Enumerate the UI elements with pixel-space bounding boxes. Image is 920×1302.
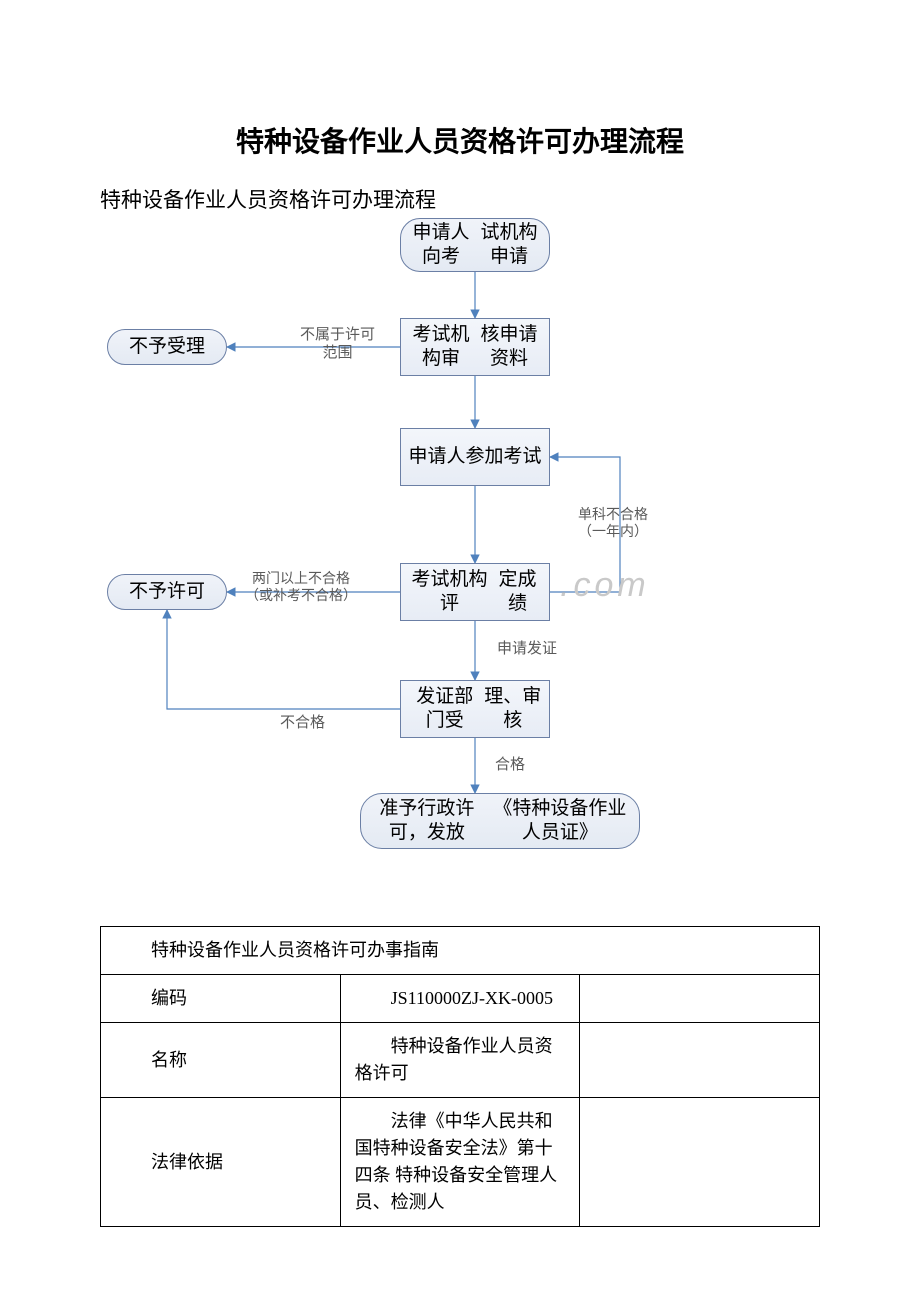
table-row-label: 编码 [101,975,341,1023]
flow-edge-label: 不合格 [280,714,325,732]
page-subtitle: 特种设备作业人员资格许可办理流程 [100,184,820,214]
flow-edge-label: 申请发证 [497,640,557,658]
flow-node-n_score: 考试机构评定成绩 [400,563,550,621]
table-row: 编码JS110000ZJ-XK-0005 [101,975,820,1023]
table-header: 特种设备作业人员资格许可办事指南 [101,927,820,975]
flow-node-n_end: 准予行政许可，发放《特种设备作业人员证》 [360,793,640,849]
flow-edge-label: 两门以上不合格（或补考不合格） [245,572,357,606]
watermark: .com [560,566,650,605]
table-row: 法律依据法律《中华人民共和国特种设备安全法》第十四条 特种设备安全管理人员、检测… [101,1098,820,1227]
flow-edge-label: 合格 [495,756,525,774]
table-row-label: 名称 [101,1023,341,1098]
flowchart: .com 申请人向考试机构申请考试机构审核申请资料 不予受理申请人参加考试考试机构… [100,218,820,918]
flow-node-n_start: 申请人向考试机构申请 [400,218,550,272]
flow-node-n_issue: 发证部门受理、审核 [400,680,550,738]
flow-node-n_review: 考试机构审核申请资料 [400,318,550,376]
flow-edge-label: 不属于许可范围 [300,326,375,362]
flow-node-n_reject2: 不予许可 [107,574,227,610]
table-row-blank [580,975,820,1023]
flow-node-n_reject1: 不予受理 [107,329,227,365]
flow-edge-label: 单科不合格（一年内） [578,508,648,542]
table-row-value: 特种设备作业人员资格许可 [340,1023,580,1098]
table-row-value: JS110000ZJ-XK-0005 [340,975,580,1023]
table-header-row: 特种设备作业人员资格许可办事指南 [101,927,820,975]
page-title: 特种设备作业人员资格许可办理流程 [100,120,820,160]
table-row-blank [580,1023,820,1098]
info-table: 特种设备作业人员资格许可办事指南 编码JS110000ZJ-XK-0005 名称… [100,926,820,1227]
table-row-blank [580,1098,820,1227]
table-row: 名称特种设备作业人员资格许可 [101,1023,820,1098]
table-row-label: 法律依据 [101,1098,341,1227]
flow-node-n_exam: 申请人参加考试 [400,428,550,486]
table-row-value: 法律《中华人民共和国特种设备安全法》第十四条 特种设备安全管理人员、检测人 [340,1098,580,1227]
